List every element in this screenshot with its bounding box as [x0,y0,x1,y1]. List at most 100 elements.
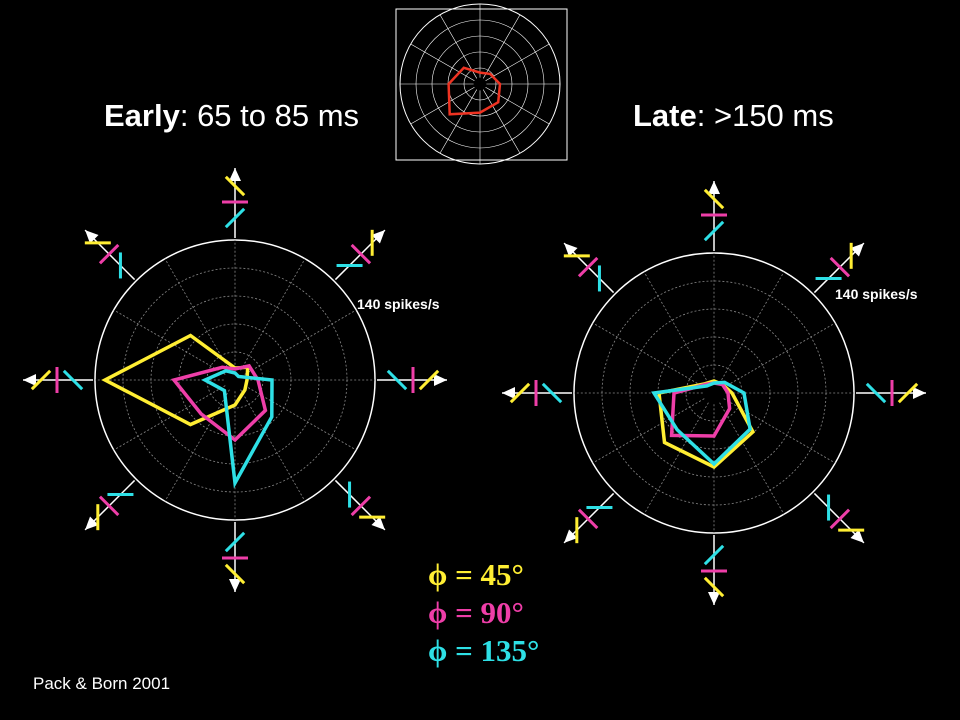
tuning-curve-series-2 [651,380,752,467]
inset-grid-spoke [410,43,475,82]
stimulus-bar-0 [62,369,84,391]
direction-arrowhead [85,516,99,530]
polar-grid-spoke [592,398,705,464]
tuning-curve-series-0 [447,66,502,116]
polar-grid-spoke [719,271,785,384]
direction-arrowhead [708,181,720,194]
stimulus-glyph-0 [856,380,926,406]
stimulus-bar-2 [703,576,725,598]
direction-arrowhead [434,374,447,386]
stimulus-bar-2 [224,175,246,197]
stimulus-glyph-315 [813,492,865,544]
stimulus-bar-0 [224,207,246,229]
stimulus-bar-1 [577,256,599,278]
polar-grid-spoke [719,402,785,515]
stimulus-bar-1 [350,243,372,265]
stimulus-glyph-270 [222,522,248,592]
stimulus-bar-1 [98,243,120,265]
scale-label-late: 140 spikes/s [835,286,918,302]
stimulus-bar-2 [897,382,919,404]
polar-grid-spoke [643,402,709,515]
inset-grid-spoke [410,86,475,125]
polar-grid-ring [122,267,348,493]
inset-grid-spoke [482,14,521,79]
stimulus-bar-2 [224,563,246,585]
stimulus-bar-1 [829,256,851,278]
stimulus-bar-1 [350,495,372,517]
direction-arrowhead [564,243,578,257]
stimulus-bar-2 [703,188,725,210]
stimulus-bar-0 [386,369,408,391]
direction-arrowhead [850,243,864,257]
tuning-curve-series-1 [170,363,268,443]
stimulus-glyph-90 [701,181,727,251]
stimulus-glyph-45 [813,242,865,294]
stimulus-glyph-45 [334,229,386,281]
polar-grid-spoke [240,258,306,371]
late-title-bold: Late [633,98,697,133]
legend-entry-135: ϕ = 135° [428,633,540,668]
legend-entry-90: ϕ = 90° [428,595,524,630]
stimulus-bar-0 [224,531,246,553]
citation: Pack & Born 2001 [33,674,171,693]
early-title: Early: 65 to 85 ms [104,98,359,134]
inset-grid-spoke [439,89,478,154]
stimulus-bar-0 [865,382,887,404]
direction-arrowhead [23,374,36,386]
stimulus-glyph-180 [502,380,572,406]
inset-grid-spoke [482,89,521,154]
polar-grid-spoke [592,322,705,388]
inset-grid-spoke [439,14,478,79]
scale-label-early: 140 spikes/s [357,296,440,312]
polar-grid-spoke [244,309,357,375]
direction-arrowhead [229,579,241,592]
stimulus-glyph-225 [563,492,615,544]
polar-grid-spoke [164,258,230,371]
stimulus-glyph-0 [377,367,447,393]
polar-grid-spoke [723,322,836,388]
legend: ϕ = 45° ϕ = 90° ϕ = 135° [428,556,539,670]
direction-arrowhead [564,529,578,543]
stimulus-glyph-270 [701,535,727,605]
stimulus-glyph-180 [23,367,93,393]
stimulus-glyph-135 [84,229,136,281]
polar-grid-spoke [113,309,226,375]
polar-grid-spoke [643,271,709,384]
polar-grid-ring [601,280,827,506]
late-title: Late: >150 ms [633,98,834,134]
direction-arrowhead [708,592,720,605]
early-title-bold: Early [104,98,180,133]
polar-grid-spoke [164,389,230,502]
inset-frame [395,8,568,161]
direction-arrowhead [913,387,926,399]
tuning-curve-series-2 [201,368,274,489]
polar-outer-ring [573,252,855,534]
polar-plot-late [502,181,926,605]
stimulus-bar-2 [509,382,531,404]
stimulus-bar-0 [541,382,563,404]
stimulus-bar-0 [703,544,725,566]
legend-entry-45: ϕ = 45° [428,557,524,592]
stimulus-bar-1 [577,508,599,530]
direction-arrowhead [371,516,385,530]
inset-grid-spoke [485,43,550,82]
direction-arrowhead [850,529,864,543]
polar-grid-spoke [240,389,306,502]
polar-plot-early [23,168,447,592]
direction-arrowhead [502,387,515,399]
inset-grid-spoke [485,86,550,125]
early-title-rest: : 65 to 85 ms [179,98,360,133]
late-title-rest: : >150 ms [696,98,834,133]
direction-arrowhead [229,168,241,181]
polar-grid-spoke [113,385,226,451]
stimulus-bar-1 [98,495,120,517]
stimulus-glyph-90 [222,168,248,238]
stimulus-glyph-225 [84,479,136,531]
stimulus-glyph-315 [334,479,386,531]
stimulus-glyph-135 [563,242,615,294]
stimulus-bar-2 [418,369,440,391]
inset-polar-plot [395,3,568,165]
stimulus-bar-1 [829,508,851,530]
direction-arrowhead [85,230,99,244]
